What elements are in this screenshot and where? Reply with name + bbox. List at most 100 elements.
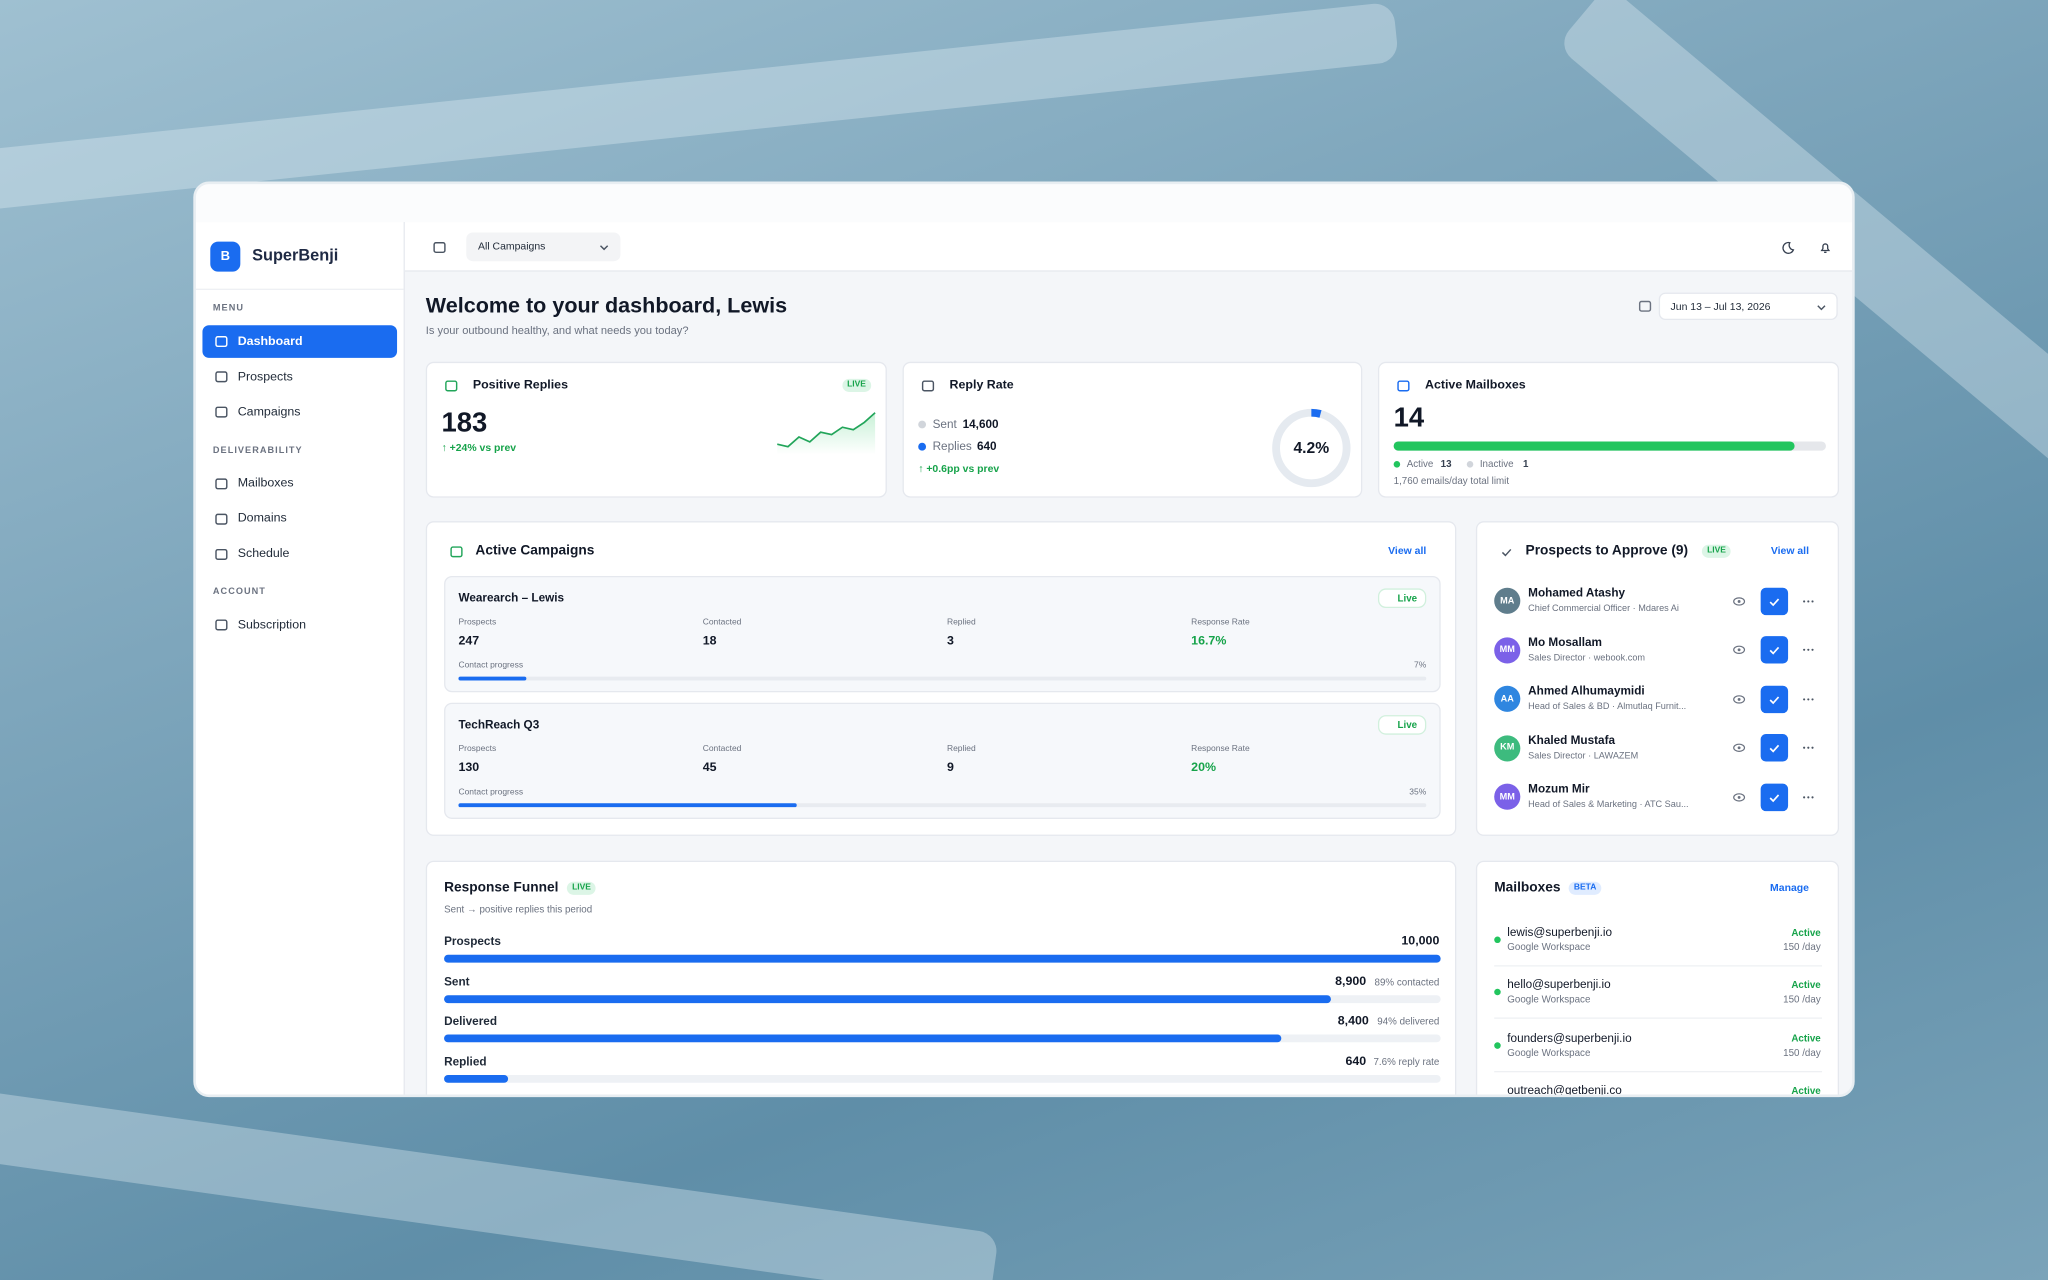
approve-button[interactable] (1760, 587, 1789, 615)
metric-label: Replied (946, 744, 976, 754)
divider (195, 288, 404, 290)
prospect-name: Mo Mosallam (1528, 634, 1602, 648)
funnel-note: 89% contacted (1374, 975, 1440, 988)
progress-track (458, 803, 1427, 808)
icon (1803, 795, 1814, 798)
mailbox-status: Active (1791, 1084, 1821, 1097)
icon (215, 336, 228, 348)
metric-label: Replied (946, 617, 976, 628)
approve-button[interactable] (1760, 685, 1789, 713)
prospects-card: Prospects to Approve (9) LIVE View all MA Mo… (1475, 521, 1840, 836)
campaign-dropdown[interactable]: All Campaigns (466, 232, 621, 262)
funnel-note: 94% delivered (1377, 1016, 1440, 1028)
stat-value: 14 (1393, 402, 1425, 433)
mailbox-status: Active (1791, 926, 1821, 939)
prospect-subtitle: Sales Director · webook.com (1528, 653, 1646, 663)
stat-card: Active Mailboxes 14 Active 13 Inactive 1 1,760… (1377, 361, 1840, 498)
metric-label: Response Rate (1191, 744, 1250, 754)
mailbox-email: outreach@getbenji.co (1507, 1083, 1622, 1097)
campaign-name: Wearearch – Lewis (458, 591, 565, 605)
card-title: Active Mailboxes (1424, 377, 1526, 393)
icon (1803, 599, 1814, 602)
nav-item[interactable]: Prospects (237, 369, 293, 384)
progress-value: 7% (1413, 661, 1427, 671)
nav-item[interactable]: Schedule (237, 546, 290, 561)
legend-value: 13 (1440, 457, 1452, 470)
funnel-value: 640 (1345, 1054, 1367, 1069)
icon (1733, 694, 1746, 703)
mailbox-status: Active (1791, 979, 1821, 992)
approve-button[interactable] (1760, 734, 1789, 762)
mailbox-limit: 150 /day (1783, 1046, 1821, 1059)
metric-value: 18 (702, 633, 717, 649)
sidebar: B SuperBenji MENU Dashboard Prospects Campaig… (195, 222, 405, 1095)
nav-section-label: ACCOUNT (212, 587, 266, 597)
icon (1733, 596, 1746, 606)
icon (1733, 792, 1746, 801)
icon (215, 619, 228, 631)
avatar: MM (1494, 636, 1521, 663)
nav-item[interactable]: Campaigns (237, 404, 301, 420)
approve-button[interactable] (1760, 636, 1789, 664)
icon (1782, 241, 1795, 254)
status-pill: Live (1377, 588, 1427, 608)
icon (1397, 379, 1410, 391)
campaign-item[interactable]: TechReach Q3 Live Prospects 130 Contacted 45 R… (444, 702, 1441, 819)
manage-link[interactable]: Manage (1770, 881, 1809, 894)
badge: LIVE (1701, 544, 1732, 558)
legend-value: 14,600 (962, 417, 999, 431)
progress-value: 35% (1409, 787, 1427, 797)
bar-fill (1393, 441, 1796, 451)
metric-value: 16.7% (1191, 633, 1227, 649)
icon (215, 406, 228, 418)
campaign-item[interactable]: Wearearch – Lewis Live Prospects 247 Contact… (444, 575, 1441, 693)
icon (215, 548, 228, 560)
metric-label: Prospects (458, 617, 497, 628)
page-title: Welcome to your dashboard, Lewis (425, 294, 788, 318)
legend-dot (918, 442, 927, 451)
progress-fill (458, 803, 798, 808)
funnel-bar (444, 954, 1441, 963)
donut (1272, 408, 1351, 488)
progress-label: Contact progress (458, 661, 524, 671)
donut-label: 4.2% (1293, 438, 1330, 457)
view-all[interactable]: View all (1388, 544, 1427, 557)
metric-value: 20% (1191, 760, 1217, 775)
status-dot (1494, 1094, 1501, 1095)
icon (1769, 793, 1780, 802)
metric-value: 45 (702, 760, 717, 775)
card-subtitle: Sent → positive replies this period (444, 903, 593, 915)
mailbox-limit: 150 /day (1783, 941, 1821, 953)
icon (215, 477, 228, 489)
metric-label: Response Rate (1191, 617, 1250, 628)
stat-card: Reply Rate Sent 14,600 Replies 640 ↑ +0.6pp v… (902, 361, 1363, 498)
badge: LIVE (566, 881, 597, 895)
prospect-name: Mohamed Atashy (1528, 585, 1626, 599)
date-picker[interactable]: Jun 13 – Jul 13, 2026 (1658, 292, 1838, 320)
nav-item[interactable]: Dashboard (237, 334, 303, 349)
mailbox-limit: 150 /day (1783, 993, 1821, 1006)
view-all[interactable]: View all (1770, 544, 1809, 557)
approve-button[interactable] (1760, 783, 1789, 811)
mailboxes-card: Mailboxes BETA Manage lewis@superbenji.io Go… (1475, 860, 1840, 1097)
avatar: AA (1494, 685, 1521, 712)
stat-value: 183 (441, 408, 488, 439)
card-title: Prospects to Approve (9) (1525, 542, 1689, 559)
funnel-label: Prospects (444, 934, 501, 948)
prospect-name: Khaled Mustafa (1528, 732, 1616, 746)
funnel-value: 8,400 (1337, 1014, 1369, 1029)
icon (1501, 548, 1512, 556)
nav-active-bg[interactable] (202, 325, 398, 358)
icon (599, 244, 609, 250)
legend-dot (1466, 461, 1474, 468)
icon (215, 371, 228, 383)
brand: SuperBenji (252, 246, 339, 265)
icon (1769, 744, 1780, 753)
nav-item[interactable]: Mailboxes (237, 475, 294, 491)
metric-value: 9 (946, 760, 954, 775)
row-divider (1494, 1070, 1823, 1072)
funnel-label: Delivered (444, 1014, 498, 1028)
nav-item[interactable]: Domains (237, 511, 287, 526)
nav-item[interactable]: Subscription (237, 617, 306, 632)
icon (433, 241, 446, 253)
